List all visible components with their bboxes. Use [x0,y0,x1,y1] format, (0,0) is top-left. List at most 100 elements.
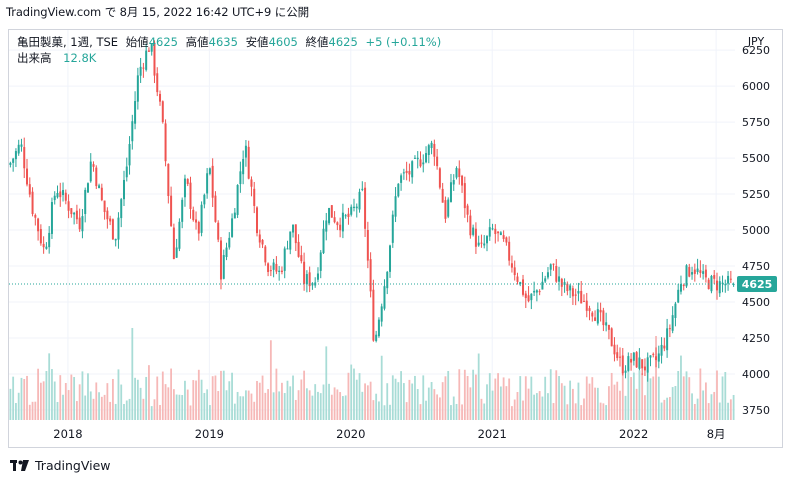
candle-body [691,272,694,275]
volume-bar [17,392,20,420]
y-tick-label: 3750 [742,404,770,417]
volume-bar [713,391,716,420]
candle-body [461,175,464,186]
volume-bar [200,379,203,420]
volume-bar [594,387,596,420]
volume-bar [563,385,566,420]
candle-body [236,185,239,215]
candle-body [308,272,311,287]
chart-frame[interactable] [8,29,783,448]
candle-body [425,153,428,163]
candle-body [195,219,198,223]
candle-body [78,217,81,230]
candle-body [280,270,283,272]
candle-body [621,355,624,374]
volume-bar [549,369,552,420]
candle-body [610,328,613,347]
candle-body [50,202,53,234]
volume-bar [414,375,416,420]
y-tick-label: 4750 [742,260,770,273]
candle-body [242,158,245,175]
volume-bar [666,397,669,420]
candle-body [419,159,422,167]
candle-body [53,195,56,201]
volume-bar [195,380,197,420]
volume-bar [339,392,342,420]
candle-body [455,167,458,178]
candle-body [100,187,103,201]
candle-body [294,224,297,244]
volume-bar [98,392,100,420]
candle-body [574,294,577,296]
volume-bar [197,369,200,420]
volume-bar [386,383,389,420]
candle-body [555,266,558,282]
volume-bar [505,386,508,420]
volume-bar [680,355,682,420]
candle-body [666,328,669,351]
candle-body [638,357,641,369]
volume-bar [20,377,23,420]
candle-body [386,271,389,289]
candle-body [727,275,730,284]
volume-bar [602,403,605,420]
candle-body [433,143,436,157]
volume-bar [353,368,355,420]
candle-body [375,334,378,341]
volume-bar [427,387,430,420]
candle-body [552,263,555,265]
candle-body [416,157,419,160]
candle-body [147,50,150,52]
volume-bar [364,383,366,420]
candle-body [81,216,84,232]
volume-bar [402,383,405,420]
footer-brand-label: TradingView [35,458,111,473]
volume-bar [400,371,402,420]
volume-bar [411,383,414,420]
candle-body [319,252,322,271]
volume-bar [269,340,272,420]
candle-body [272,262,275,270]
volume-bar [361,391,364,420]
candle-body [355,206,358,209]
candle-body [361,188,364,190]
candle-body [549,264,552,270]
candle-body [352,206,355,208]
symbol-title[interactable]: 亀田製菓, 1週, TSE [17,35,119,49]
candle-body [477,242,480,246]
volume-bar [239,396,242,420]
volume-bar [646,372,649,420]
volume-bar [112,378,114,420]
candle-body [156,73,159,93]
candle-body [688,267,691,277]
candle-body [383,286,386,309]
candle-body [469,215,472,236]
volume-bar [261,375,264,420]
volume-bar [389,404,391,420]
candle-body [649,355,652,358]
volume-bar [208,405,211,420]
candle-body [228,237,231,248]
candle-body [538,291,541,293]
volume-bar [15,403,17,420]
volume-bar [53,381,56,420]
volume-bar [125,400,128,420]
candle-body [253,188,256,206]
candle-body [247,146,250,179]
candle-body [535,290,538,293]
candle-body [286,248,289,250]
candle-body [480,242,483,244]
candle-body [436,156,439,167]
candle-body [12,158,15,163]
candle-body [463,183,466,209]
candle-body [546,272,549,278]
volume-bar [380,355,383,420]
footer-brand[interactable]: TradingView [10,458,111,473]
volume-bar [256,380,258,420]
volume-bar [67,390,70,420]
candle-body [23,147,26,169]
volume-bar [596,387,599,420]
candle-body [9,162,12,165]
volume-bar [9,388,12,420]
